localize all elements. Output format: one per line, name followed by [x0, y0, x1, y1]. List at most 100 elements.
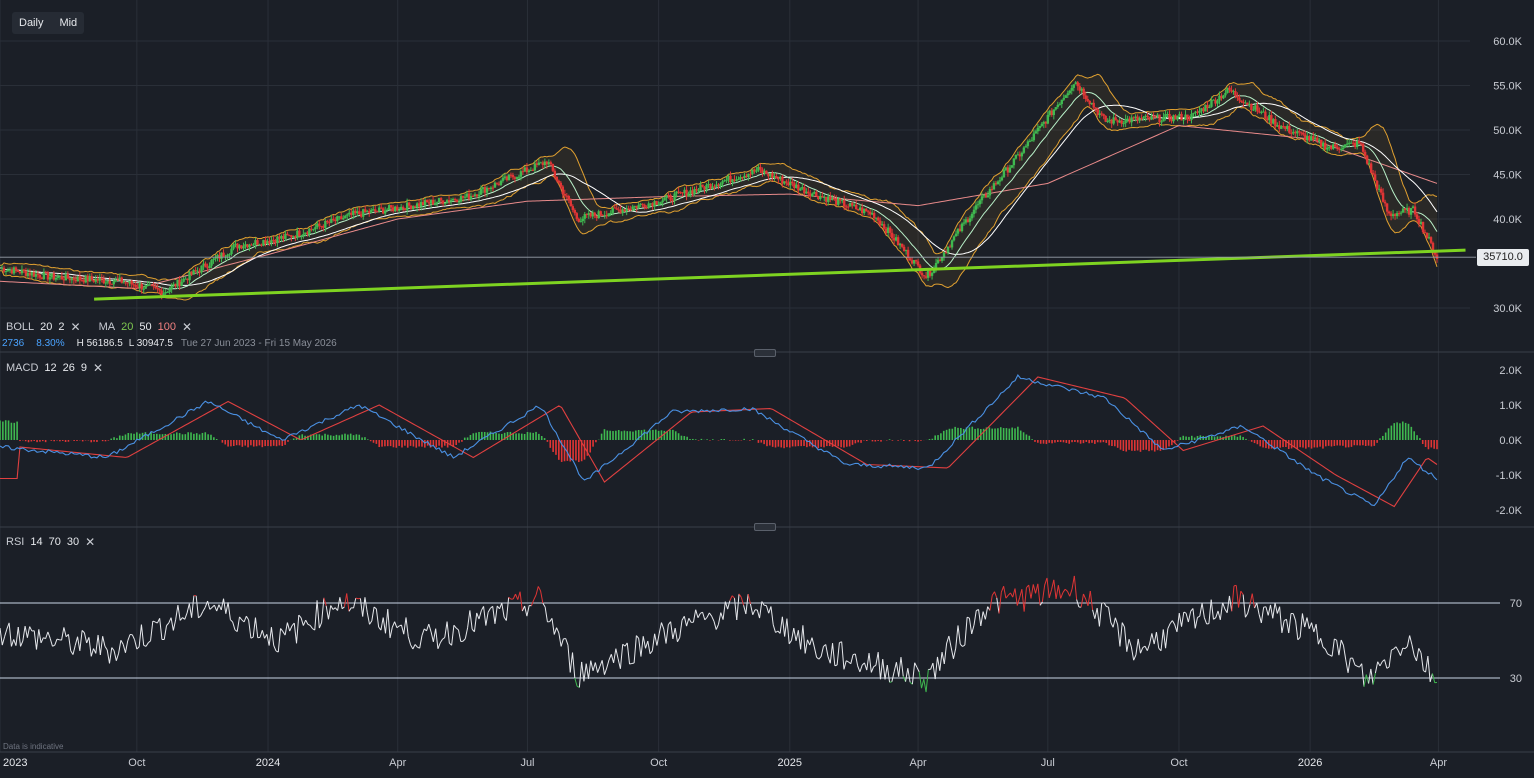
boll-remove-icon[interactable]: ✕ — [70, 320, 81, 334]
macd-histogram-bar — [837, 440, 840, 447]
rsi-line-segment — [711, 615, 715, 622]
candle — [465, 193, 469, 197]
candle — [1048, 110, 1052, 115]
candle — [1326, 147, 1329, 150]
macd-histogram-bar — [1302, 440, 1304, 448]
macd-histogram-bar — [455, 440, 457, 446]
macd-histogram-bar — [1128, 440, 1130, 450]
macd-signal-line — [0, 376, 1438, 508]
macd-histogram-bar — [1293, 440, 1296, 448]
candle — [6, 269, 10, 272]
rsi-line-segment — [505, 597, 510, 621]
candle — [1210, 99, 1213, 107]
macd-histogram-bar — [264, 440, 266, 447]
candle — [1196, 111, 1199, 113]
rsi-line-segment — [895, 662, 900, 677]
rsi-line-segment — [309, 625, 313, 629]
macd-histogram-bar — [940, 433, 942, 440]
candle — [168, 289, 171, 292]
macd-histogram-bar — [50, 440, 53, 441]
candle — [1377, 188, 1381, 190]
rsi-line-segment — [854, 653, 859, 666]
macd-histogram-bar — [520, 433, 523, 440]
rsi-line-segment — [1374, 661, 1379, 674]
macd-histogram-bar — [817, 440, 820, 449]
candle — [665, 195, 668, 198]
candle — [174, 283, 177, 287]
rsi-line-segment — [921, 679, 925, 689]
rsi-pane-resize-handle[interactable] — [754, 523, 776, 531]
rsi-line-segment — [642, 636, 647, 649]
macd-histogram-bar — [928, 439, 931, 440]
rsi-line-segment — [626, 642, 631, 665]
candle — [567, 196, 571, 201]
rsi-line-segment — [1354, 664, 1358, 667]
macd-histogram-bar — [706, 439, 708, 440]
candle — [497, 183, 501, 185]
price-mode-selector[interactable]: Mid — [59, 17, 78, 29]
macd-histogram-bar — [1407, 423, 1410, 440]
candle — [1401, 208, 1405, 213]
candle — [204, 263, 207, 268]
macd-histogram-bar — [1327, 440, 1330, 446]
macd-histogram-bar — [404, 440, 406, 446]
candle — [849, 203, 852, 207]
macd-histogram-bar — [401, 440, 403, 448]
macd-histogram-bar — [652, 429, 654, 440]
rsi-line-segment — [1288, 613, 1292, 634]
rsi-line-segment — [330, 605, 334, 610]
candle — [1012, 158, 1016, 166]
candle — [358, 211, 361, 215]
interval-selector[interactable]: Daily — [19, 17, 44, 29]
macd-histogram-bar — [1034, 440, 1036, 442]
rsi-line-segment — [1361, 663, 1365, 687]
candle — [180, 281, 183, 286]
rsi-remove-icon[interactable]: ✕ — [85, 535, 96, 549]
candle — [1238, 97, 1241, 101]
macd-histogram-bar — [674, 431, 677, 440]
candle — [142, 288, 145, 290]
candle — [661, 200, 664, 203]
candle — [1365, 155, 1369, 164]
candle — [605, 215, 608, 217]
ma-remove-icon[interactable]: ✕ — [181, 320, 192, 334]
macd-histogram-bar — [435, 440, 438, 448]
rsi-line-segment — [1297, 636, 1301, 641]
macd-histogram-bar — [1245, 438, 1247, 440]
candle — [1134, 116, 1137, 118]
candle — [1076, 82, 1079, 87]
macd-remove-icon[interactable]: ✕ — [93, 361, 104, 375]
rsi-line-segment — [63, 627, 67, 637]
macd-histogram-bar — [367, 439, 369, 440]
candle — [475, 194, 479, 197]
rsi-line-segment — [104, 645, 108, 651]
macd-histogram-bar — [1002, 428, 1005, 440]
macd-histogram-bar — [1028, 435, 1031, 440]
rsi-line-segment — [1409, 635, 1413, 645]
candle — [1409, 207, 1413, 215]
macd-pane-resize-handle[interactable] — [754, 349, 776, 357]
rsi-line-segment — [1235, 585, 1240, 608]
candle — [537, 162, 541, 165]
rsi-line-segment — [1010, 592, 1014, 598]
candle — [1403, 208, 1407, 210]
candle — [1212, 99, 1215, 101]
macd-histogram-bar — [426, 440, 429, 446]
macd-histogram-bar — [1122, 440, 1125, 452]
candle — [934, 262, 938, 269]
rsi-line-segment — [1162, 629, 1167, 649]
rsi-line-segment — [394, 621, 398, 628]
rsi-line-segment — [289, 625, 293, 632]
candle — [659, 202, 662, 205]
macd-histogram-bar — [846, 440, 848, 447]
candle — [278, 236, 281, 239]
candle — [1054, 107, 1057, 110]
macd-histogram-bar — [44, 440, 47, 443]
macd-histogram-bar — [860, 440, 862, 443]
candle — [868, 211, 872, 215]
x-tick-label: 2024 — [256, 757, 280, 769]
macd-histogram-bar — [700, 438, 703, 440]
macd-histogram-bar — [1131, 440, 1133, 451]
macd-histogram-bar — [623, 430, 626, 440]
